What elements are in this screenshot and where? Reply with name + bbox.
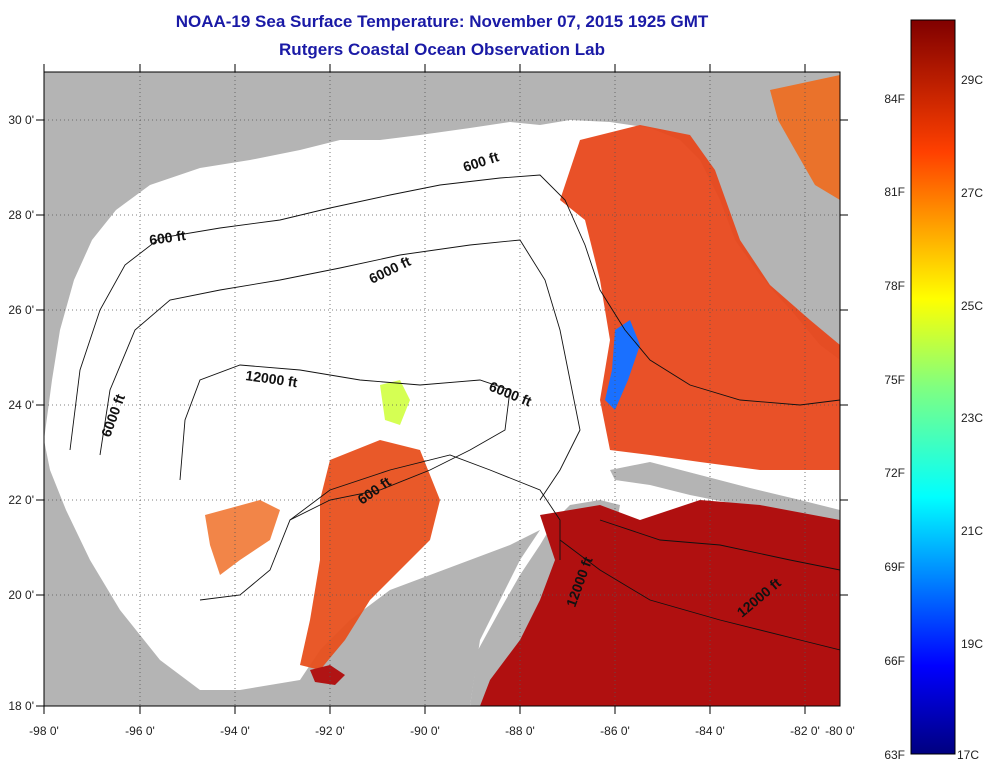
contour-12000ft — [179, 364, 511, 601]
colorbar-label-f: 63F — [884, 748, 905, 762]
sst-swath-campeche-spot — [310, 665, 345, 685]
cuba-land — [610, 462, 840, 520]
temperature-colorbar — [910, 19, 956, 755]
colorbar-label-f: 81F — [884, 185, 905, 199]
sst-swath-central — [300, 440, 440, 670]
lon-label: -84 0' — [695, 724, 725, 738]
sst-swath-florida-shelf — [560, 125, 840, 470]
lat-label: 24 0' — [8, 398, 34, 412]
contour-campeche — [289, 454, 561, 560]
colorbar-label-f: 78F — [884, 279, 905, 293]
lon-label: -86 0' — [600, 724, 630, 738]
contour-label: 600 ft — [148, 227, 187, 248]
colorbar-label-f: 72F — [884, 466, 905, 480]
colorbar-fahrenheit-labels: 84F 81F 78F 75F 72F 69F 66F 63F — [884, 92, 905, 762]
contour-600ft-shelf — [69, 174, 840, 451]
lon-label: -82 0' — [790, 724, 820, 738]
colorbar-label-f: 75F — [884, 373, 905, 387]
sst-cool-patch — [605, 320, 640, 410]
contour-6000ft — [99, 239, 581, 501]
colorbar-label-c: 27C — [961, 186, 983, 200]
lon-label: -90 0' — [410, 724, 440, 738]
lon-label: -80 0' — [825, 724, 855, 738]
contour-label: 12000 ft — [245, 367, 299, 390]
colorbar-label-f: 84F — [884, 92, 905, 106]
contour-caribbean — [559, 539, 840, 651]
lat-label: 22 0' — [8, 493, 34, 507]
colorbar-label-f: 69F — [884, 560, 905, 574]
colorbar-label-c: 29C — [961, 73, 983, 87]
lon-label: -88 0' — [505, 724, 535, 738]
lat-label: 28 0' — [8, 208, 34, 222]
axis-ticks — [36, 64, 848, 714]
graticule — [44, 72, 840, 706]
longitude-labels: -98 0' -96 0' -94 0' -92 0' -90 0' -88 0… — [29, 724, 855, 738]
sst-swath-west — [205, 500, 280, 575]
lon-label: -96 0' — [125, 724, 155, 738]
sst-mid-patch — [380, 380, 410, 425]
lon-label: -92 0' — [315, 724, 345, 738]
lat-label: 26 0' — [8, 303, 34, 317]
lat-label: 30 0' — [8, 113, 34, 127]
lat-label: 18 0' — [8, 699, 34, 713]
latitude-labels: 18 0' 20 0' 22 0' 24 0' 26 0' 28 0' 30 0… — [8, 113, 34, 713]
map-frame — [43, 71, 841, 707]
sst-swath-big-bend — [770, 75, 840, 200]
contour-caribbean-2 — [599, 519, 840, 571]
lon-label: -94 0' — [220, 724, 250, 738]
colorbar-label-c: 21C — [961, 524, 983, 538]
colorbar-label-c: 25C — [961, 299, 983, 313]
colorbar-label-c: 17C — [957, 748, 979, 762]
colorbar-label-c: 23C — [961, 411, 983, 425]
bathymetry-contours — [69, 174, 840, 651]
colorbar-label-f: 66F — [884, 654, 905, 668]
map-subtitle: Rutgers Coastal Ocean Observation Lab — [279, 40, 605, 59]
map-title: NOAA-19 Sea Surface Temperature: Novembe… — [175, 12, 709, 31]
lon-label: -98 0' — [29, 724, 59, 738]
lat-label: 20 0' — [8, 588, 34, 602]
colorbar-label-c: 19C — [961, 637, 983, 651]
colorbar-celsius-labels: 29C 27C 25C 23C 21C 19C 17C — [957, 73, 983, 762]
